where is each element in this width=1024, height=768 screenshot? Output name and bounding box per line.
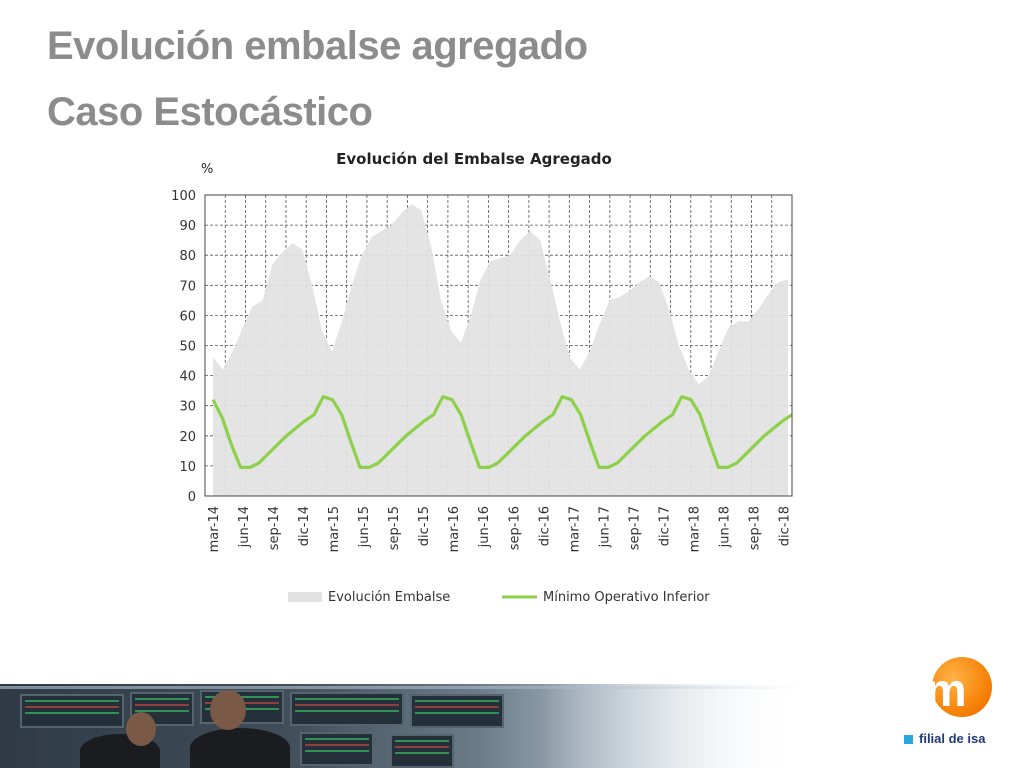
- operator-head: [126, 712, 156, 746]
- series-line-minimo-operativo: [211, 395, 793, 469]
- y-tick-label: 40: [179, 370, 196, 385]
- y-tick-label: 10: [179, 460, 196, 475]
- plot-area: 0 10 20 30 40 50 60 70 80 90 100 mar-14 jun-14 sep-14…: [171, 189, 793, 552]
- x-tick-label: dic-18: [778, 506, 793, 546]
- legend-swatch-area: [288, 592, 322, 602]
- x-tick-label: sep-14: [267, 506, 282, 550]
- xm-logo: xm filial de isa: [890, 655, 1000, 755]
- x-tick-label: jun-15: [357, 506, 372, 548]
- photo-frame-line: [0, 686, 800, 689]
- x-tick-label: mar-18: [687, 506, 702, 552]
- y-tick-label: 90: [179, 219, 196, 234]
- monitor-screen: [300, 732, 374, 766]
- logo-subtitle-text: filial de isa: [919, 731, 986, 746]
- logo-square-icon: [904, 735, 913, 744]
- control-room-photo: [0, 684, 800, 768]
- chart-legend: Evolución Embalse Mínimo Operativo Infer…: [288, 590, 710, 605]
- x-tick-label: dic-14: [297, 506, 312, 546]
- x-tick-label: dic-16: [537, 506, 552, 546]
- plot-frame: [204, 194, 793, 497]
- x-tick-label: jun-18: [717, 506, 732, 548]
- monitor-screen: [20, 694, 124, 728]
- x-tick-label: jun-17: [597, 506, 612, 548]
- x-tick-label: mar-16: [447, 506, 462, 552]
- y-tick-label: 100: [171, 189, 196, 204]
- slide-title: Evolución embalse agregado: [47, 24, 588, 68]
- x-tick-label: dic-15: [417, 506, 432, 546]
- reservoir-chart: Evolución del Embalse Agregado % 0 10 20 30…: [171, 150, 793, 605]
- legend-label-area: Evolución Embalse: [328, 590, 450, 605]
- x-tick-label: mar-15: [327, 506, 342, 552]
- y-tick-label: 50: [179, 340, 196, 355]
- legend-label-line: Mínimo Operativo Inferior: [543, 590, 710, 605]
- series-area-evolucion-embalse: [213, 204, 788, 496]
- y-tick-label: 80: [179, 249, 196, 264]
- slide-subtitle: Caso Estocástico: [47, 90, 373, 134]
- x-tick-label: sep-18: [748, 506, 763, 550]
- y-axis-unit: %: [201, 162, 213, 177]
- operator-head: [210, 690, 246, 730]
- x-tick-label: sep-17: [627, 506, 642, 550]
- x-tick-label: dic-17: [657, 506, 672, 546]
- y-tick-label: 30: [179, 400, 196, 415]
- monitor-screen: [390, 734, 454, 768]
- x-tick-label: mar-14: [207, 506, 222, 552]
- photo-fade: [540, 684, 800, 768]
- y-tick-label: 70: [179, 279, 196, 294]
- chart-title: Evolución del Embalse Agregado: [336, 150, 612, 168]
- y-tick-label: 0: [188, 490, 196, 505]
- operator-person: [190, 728, 290, 768]
- monitor-screen: [410, 694, 504, 728]
- y-tick-label: 20: [179, 430, 196, 445]
- logo-wordmark: xm: [902, 664, 967, 716]
- logo-circle-icon: [932, 657, 992, 717]
- x-tick-label: sep-16: [507, 506, 522, 550]
- y-tick-label: 60: [179, 309, 196, 324]
- monitor-screen: [290, 692, 404, 726]
- x-tick-label: jun-16: [477, 506, 492, 548]
- x-tick-label: sep-15: [387, 506, 402, 550]
- x-tick-label: mar-17: [567, 506, 582, 552]
- logo-subtitle: filial de isa: [904, 731, 985, 746]
- x-tick-label: jun-14: [237, 506, 252, 548]
